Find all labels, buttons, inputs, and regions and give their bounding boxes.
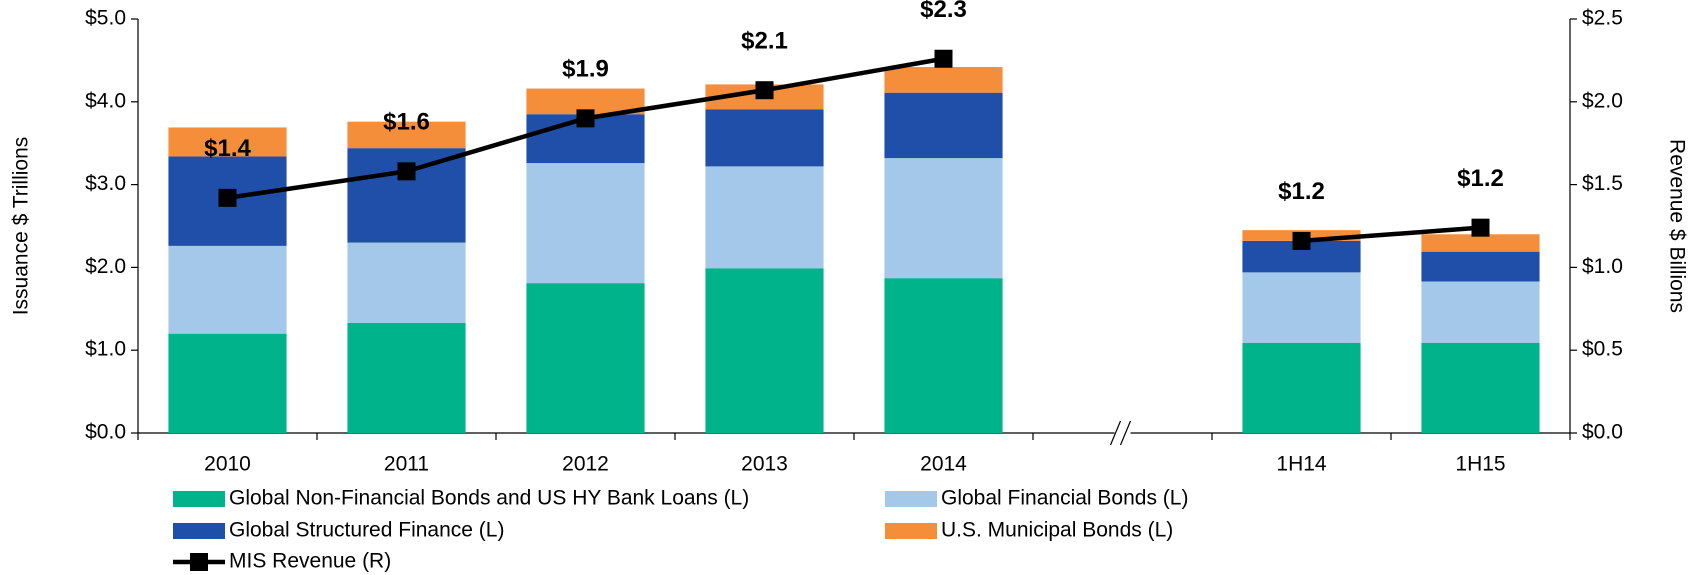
line-marker [397, 162, 416, 181]
y-tick-label: $5.0 [85, 7, 126, 30]
x-tick-label: 2011 [384, 453, 429, 476]
y-tick-label: $3.0 [85, 172, 126, 195]
y2-tick-label: $1.0 [1582, 255, 1623, 278]
legend-label: MIS Revenue (R) [229, 550, 391, 573]
bar-segment [884, 278, 1003, 433]
y2-tick-label: $0.5 [1582, 338, 1623, 361]
legend-label: Global Structured Finance (L) [229, 519, 504, 542]
bar-segment [168, 245, 287, 334]
bar-segment [1242, 272, 1361, 343]
data-label: $1.6 [383, 109, 430, 136]
line-marker [576, 109, 595, 128]
line [1301, 225, 1481, 244]
line-marker [1471, 218, 1490, 237]
legend-label: U.S. Municipal Bonds (L) [941, 519, 1173, 542]
data-label: $2.1 [741, 28, 788, 55]
legend-label: Global Financial Bonds (L) [941, 487, 1188, 510]
bar-segment [347, 121, 466, 149]
legend-swatch [885, 491, 937, 507]
x-tick-label: 1H14 [1276, 453, 1327, 476]
bar-segment [347, 148, 466, 243]
y-axis-label: Issuance $ Trillions [10, 137, 33, 316]
data-label: $1.9 [562, 56, 609, 83]
legend-swatch [173, 491, 225, 507]
legend-label: Global Non-Financial Bonds and US HY Ban… [229, 487, 749, 510]
x-tick-label: 2012 [562, 453, 609, 476]
x-tick-label: 2010 [204, 453, 251, 476]
bar-segment [1421, 342, 1540, 433]
bar-segment [168, 127, 287, 157]
axis-break [1109, 420, 1122, 446]
legend-swatch [885, 523, 937, 539]
y2-axis-label: Revenue $ Billions [1665, 139, 1688, 313]
bar-segment [347, 242, 466, 323]
y-tick-label: $4.0 [85, 89, 126, 112]
bar-segment [705, 268, 824, 433]
legend-marker [190, 553, 208, 571]
bar-segment [705, 109, 824, 167]
legend-swatch [173, 523, 225, 539]
line-marker [1292, 231, 1311, 250]
bar-segment [1242, 342, 1361, 433]
bar-segment [705, 166, 824, 269]
axis-break [1119, 420, 1132, 446]
y2-tick-label: $1.5 [1582, 172, 1623, 195]
bar-segment [526, 283, 645, 433]
bar-segment [168, 333, 287, 433]
data-label: $2.3 [920, 0, 967, 23]
bar-segment [884, 67, 1003, 93]
bar-segment [1421, 251, 1540, 282]
y-tick-label: $1.0 [85, 338, 126, 361]
bar-segment [884, 158, 1003, 279]
bar-segment [884, 92, 1003, 159]
y2-tick-label: $2.0 [1582, 89, 1623, 112]
data-label: $1.4 [204, 135, 251, 162]
bar-segment [526, 163, 645, 284]
y2-tick-label: $2.5 [1582, 7, 1623, 30]
axis-break-gap [1114, 429, 1131, 437]
x-tick-label: 1H15 [1455, 453, 1505, 476]
line-marker [218, 188, 237, 207]
y2-tick-label: $0.0 [1582, 421, 1623, 444]
data-label: $1.2 [1278, 178, 1325, 205]
bar-segment [1421, 281, 1540, 343]
y-tick-label: $0.0 [85, 421, 126, 444]
y-tick-label: $2.0 [85, 255, 126, 278]
bar-segment [347, 322, 466, 433]
x-tick-label: 2013 [741, 453, 788, 476]
data-label: $1.2 [1457, 165, 1504, 192]
line-marker [934, 49, 953, 68]
x-tick-label: 2014 [920, 453, 967, 476]
bar-segment [1421, 234, 1540, 252]
line-marker [755, 81, 774, 100]
